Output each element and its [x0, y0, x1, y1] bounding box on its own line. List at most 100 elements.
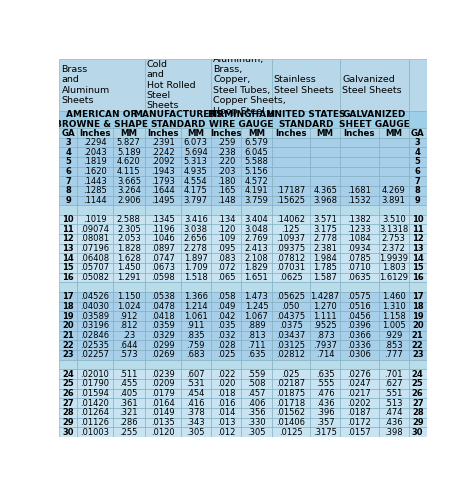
Text: 29: 29: [62, 418, 74, 427]
Bar: [211, 389, 241, 398]
Text: .7937: .7937: [313, 341, 337, 350]
Text: 1.150: 1.150: [117, 293, 141, 301]
Bar: [77, 427, 113, 437]
Bar: [379, 427, 409, 437]
Bar: [310, 408, 340, 418]
Bar: [59, 408, 77, 418]
Text: 17: 17: [62, 293, 74, 301]
Bar: [77, 379, 113, 389]
Text: 2.413: 2.413: [245, 244, 268, 253]
Bar: [211, 302, 241, 311]
Bar: [272, 340, 310, 350]
Text: MM: MM: [317, 129, 334, 137]
Text: .17187: .17187: [276, 186, 305, 195]
Text: .0366: .0366: [347, 331, 372, 340]
Bar: [211, 273, 241, 282]
Text: .2391: .2391: [151, 138, 174, 147]
Text: .0673: .0673: [151, 264, 174, 273]
Bar: [379, 418, 409, 427]
Bar: [409, 302, 427, 311]
Bar: [241, 292, 272, 302]
Bar: [409, 253, 427, 263]
Bar: [310, 176, 340, 186]
Bar: [379, 186, 409, 195]
Text: .0934: .0934: [347, 244, 371, 253]
Text: .286: .286: [119, 418, 138, 427]
Bar: [145, 147, 181, 157]
Bar: [409, 137, 427, 147]
Bar: [379, 244, 409, 253]
Text: .853: .853: [384, 341, 403, 350]
Bar: [379, 195, 409, 205]
Text: Inches: Inches: [147, 129, 178, 137]
Bar: [77, 129, 113, 137]
Text: .0217: .0217: [347, 389, 371, 398]
Bar: [310, 273, 340, 282]
Text: GA: GA: [411, 129, 425, 137]
Bar: [379, 176, 409, 186]
Text: .555: .555: [316, 380, 334, 388]
Text: .416: .416: [187, 399, 205, 408]
Bar: [181, 379, 211, 389]
Bar: [211, 205, 241, 215]
Bar: [113, 195, 145, 205]
Text: .1345: .1345: [151, 215, 174, 224]
Text: .180: .180: [217, 177, 236, 186]
Bar: [340, 234, 379, 244]
Bar: [59, 292, 77, 302]
Text: 23: 23: [62, 351, 74, 359]
Text: .812: .812: [119, 322, 138, 330]
Bar: [145, 263, 181, 273]
Bar: [409, 111, 427, 129]
Bar: [409, 234, 427, 244]
Bar: [211, 340, 241, 350]
Text: .10937: .10937: [276, 235, 305, 244]
Bar: [272, 166, 310, 176]
Text: .1644: .1644: [151, 186, 174, 195]
Text: Brass
and
Aluminum
Sheets: Brass and Aluminum Sheets: [62, 65, 109, 105]
Text: .01406: .01406: [276, 418, 305, 427]
Text: 18: 18: [62, 302, 74, 311]
Bar: [379, 369, 409, 379]
Text: 27: 27: [412, 399, 424, 408]
Text: .01718: .01718: [276, 399, 305, 408]
Bar: [59, 350, 77, 360]
Bar: [241, 253, 272, 263]
Text: 3.038: 3.038: [184, 225, 208, 234]
Bar: [340, 215, 379, 224]
Text: 30: 30: [412, 428, 423, 436]
Bar: [272, 59, 340, 111]
Text: .01562: .01562: [276, 409, 305, 417]
Bar: [241, 137, 272, 147]
Bar: [310, 292, 340, 302]
Bar: [113, 176, 145, 186]
Bar: [241, 302, 272, 311]
Bar: [272, 234, 310, 244]
Bar: [340, 408, 379, 418]
Bar: [340, 129, 379, 137]
Text: .1144: .1144: [83, 196, 107, 205]
Text: .683: .683: [186, 351, 205, 359]
Text: .083: .083: [217, 254, 236, 263]
Text: .02010: .02010: [81, 370, 109, 379]
Text: .3175: .3175: [313, 428, 337, 436]
Bar: [340, 273, 379, 282]
Bar: [241, 340, 272, 350]
Bar: [59, 331, 77, 340]
Bar: [241, 331, 272, 340]
Bar: [379, 331, 409, 340]
Bar: [77, 263, 113, 273]
Text: 2.053: 2.053: [117, 235, 141, 244]
Text: .912: .912: [119, 312, 138, 321]
Text: .04526: .04526: [81, 293, 109, 301]
Bar: [310, 205, 340, 215]
Bar: [211, 195, 241, 205]
Bar: [379, 292, 409, 302]
Bar: [59, 273, 77, 282]
Bar: [379, 215, 409, 224]
Text: 1.518: 1.518: [184, 273, 208, 282]
Bar: [379, 302, 409, 311]
Text: 1.310: 1.310: [382, 302, 406, 311]
Text: .474: .474: [384, 409, 403, 417]
Text: 4.175: 4.175: [184, 186, 208, 195]
